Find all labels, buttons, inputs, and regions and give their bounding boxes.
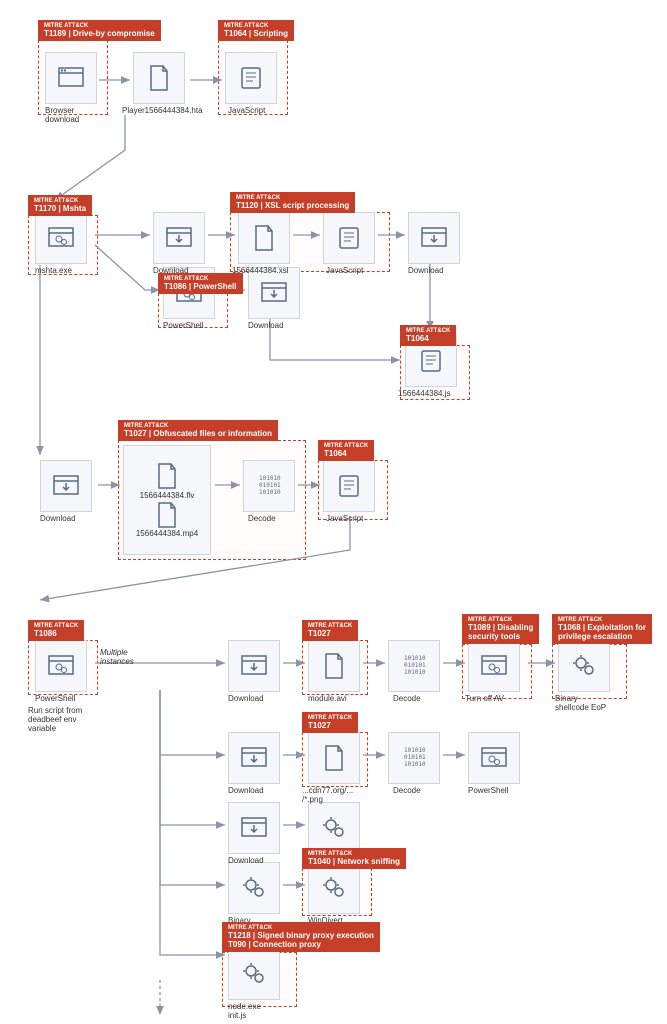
node-modavi — [308, 640, 360, 692]
tag-t1120: MITRE ATT&CKT1120 | XSL script processin… — [230, 192, 355, 213]
node-dl1 — [153, 212, 205, 264]
node-dl2 — [408, 212, 460, 264]
node-xsl — [238, 212, 290, 264]
node-binshell2 — [228, 862, 280, 914]
tag-t1027a: MITRE ATT&CKT1027 | Obfuscated files or … — [118, 420, 278, 441]
tag-t1068: MITRE ATT&CKT1068 | Exploitation forpriv… — [552, 614, 652, 644]
node-decode2 — [388, 640, 440, 692]
node-nodeexe — [308, 802, 360, 854]
lbl-js3: JavaScript — [326, 514, 363, 523]
lbl-js2: JavaScript — [326, 266, 363, 275]
node-ps2 — [35, 640, 87, 692]
tag-t1086b: MITRE ATT&CKT1086 — [28, 620, 84, 641]
lbl-hta: Player1566444384.hta — [122, 106, 203, 115]
lbl-js: JavaScript — [228, 106, 265, 115]
tag-t1064c: MITRE ATT&CKT1064 — [318, 440, 374, 461]
tag-t1170: MITRE ATT&CKT1170 | Mshta — [28, 195, 92, 216]
node-mshta — [35, 212, 87, 264]
tag-t1027c: MITRE ATT&CKT1027 — [302, 712, 358, 733]
node-flvmp4: 1566444384.flv 1566444384.mp4 — [123, 445, 211, 555]
lbl-dl4: Download — [40, 514, 76, 523]
lbl-jsfile: 1566444384.js — [398, 389, 451, 398]
node-ps3 — [468, 732, 520, 784]
node-turnoff — [468, 640, 520, 692]
tag-t1027b: MITRE ATT&CKT1027 — [302, 620, 358, 641]
tag-t1064a: MITRE ATT&CKT1064 | Scripting — [218, 20, 294, 41]
lbl-ps2: PowerShell — [35, 694, 75, 703]
node-nodeinit — [228, 948, 280, 1000]
node-js3 — [323, 460, 375, 512]
node-js — [225, 52, 277, 104]
node-hta-file — [133, 52, 185, 104]
lbl-ps1: PowerShell — [163, 321, 203, 330]
svg-text:instances: instances — [100, 657, 134, 666]
lbl-decode1: Decode — [248, 514, 276, 523]
tag-t1040: MITRE ATT&CKT1040 | Network sniffing — [302, 848, 406, 869]
multi-instances-label: Multiple — [100, 648, 128, 657]
node-decode3 — [388, 732, 440, 784]
node-dl4 — [40, 460, 92, 512]
node-decode1 — [243, 460, 295, 512]
node-png — [308, 732, 360, 784]
node-binshell-eop — [558, 640, 610, 692]
tag-t1218: MITRE ATT&CKT1218 | Signed binary proxy … — [222, 922, 380, 952]
node-dl7 — [228, 802, 280, 854]
tag-t1189: MITRE ATT&CKT1189 | Drive-by compromise — [38, 20, 161, 41]
tag-t1064b: MITRE ATT&CKT1064 — [400, 325, 456, 346]
lbl-browser: Browser download — [45, 106, 79, 124]
tag-t1089: MITRE ATT&CKT1089 | Disablingsecurity to… — [462, 614, 539, 644]
node-dl6 — [228, 732, 280, 784]
lbl-dl2: Download — [408, 266, 444, 275]
node-js2 — [323, 212, 375, 264]
lbl-runscript: Run script from deadbeef env variable — [28, 706, 82, 733]
lbl-mshta: mshta.exe — [35, 266, 72, 275]
lbl-dl3: Download — [248, 321, 284, 330]
tag-t1086a: MITRE ATT&CKT1086 | PowerShell — [158, 273, 243, 294]
node-dl5 — [228, 640, 280, 692]
node-browser-download — [45, 52, 97, 104]
node-windivert — [308, 862, 360, 914]
